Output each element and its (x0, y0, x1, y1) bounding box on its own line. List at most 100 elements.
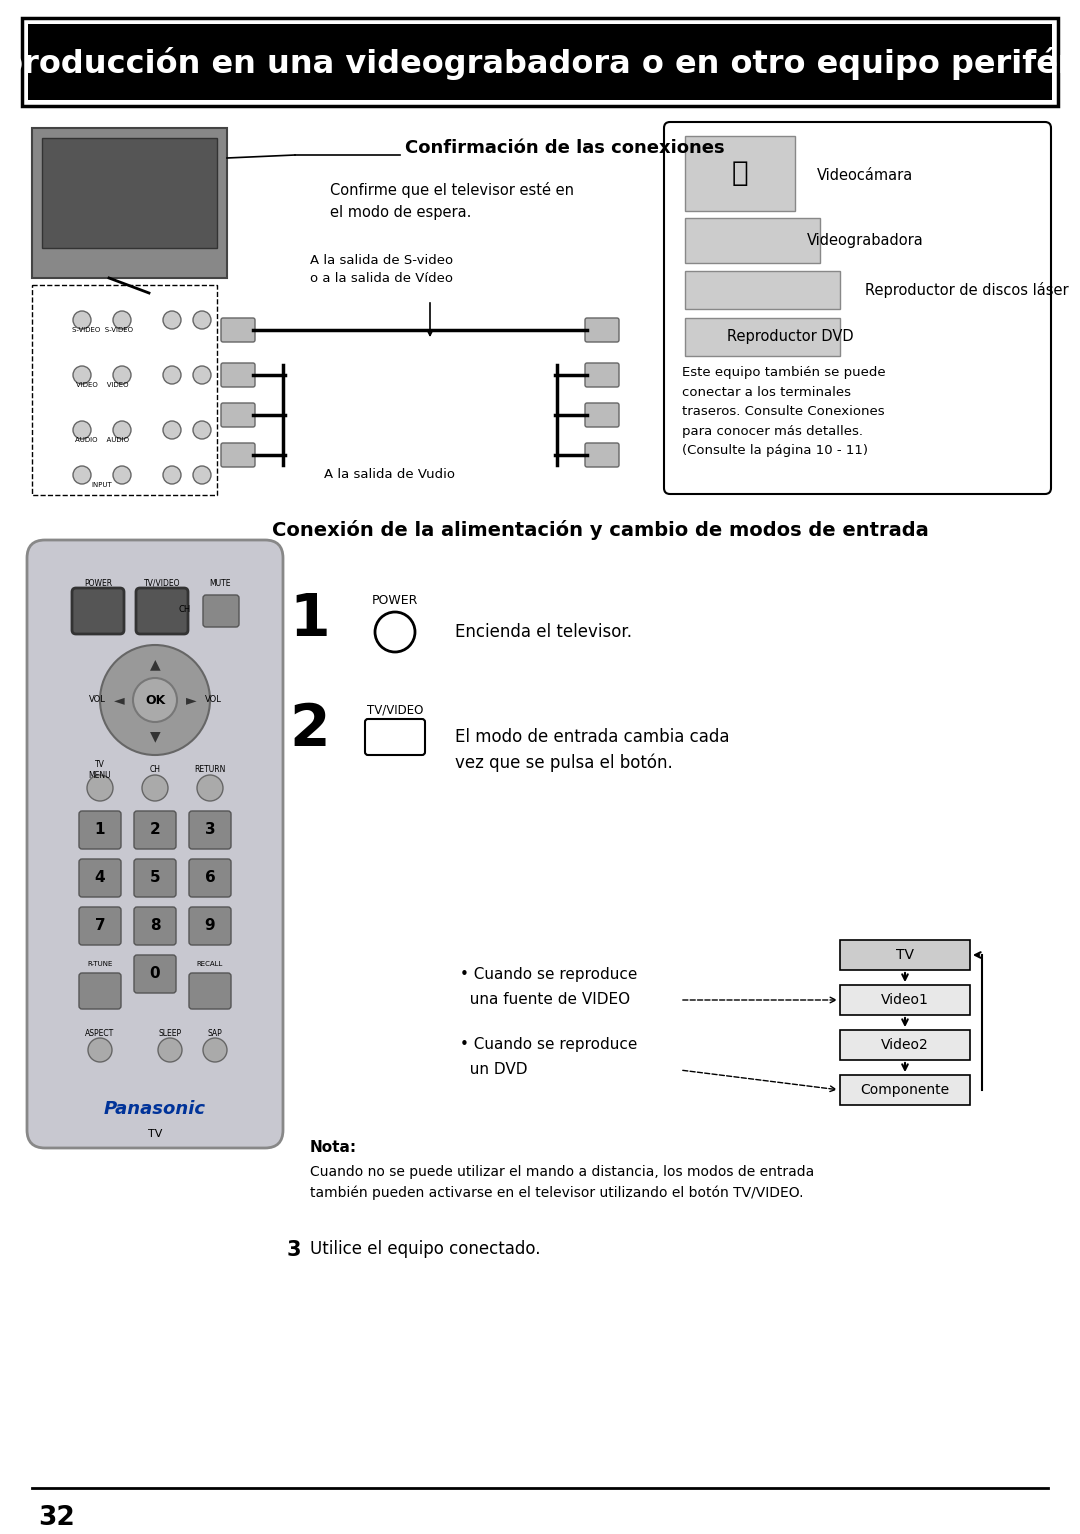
Text: Este equipo también se puede
conectar a los terminales
traseros. Consulte Conexi: Este equipo también se puede conectar a … (681, 367, 886, 457)
Text: VIDEO    VIDEO: VIDEO VIDEO (76, 382, 129, 388)
Circle shape (163, 367, 181, 384)
FancyBboxPatch shape (72, 588, 124, 634)
Circle shape (193, 367, 211, 384)
FancyBboxPatch shape (840, 1075, 970, 1104)
Text: CH: CH (179, 606, 191, 615)
Text: ◄: ◄ (113, 693, 124, 707)
FancyBboxPatch shape (840, 940, 970, 969)
Circle shape (163, 420, 181, 439)
Text: TV/VIDEO: TV/VIDEO (144, 578, 180, 588)
Text: INPUT: INPUT (92, 482, 112, 488)
FancyBboxPatch shape (79, 811, 121, 848)
Text: AUDIO    AUDIO: AUDIO AUDIO (75, 437, 129, 443)
Circle shape (113, 311, 131, 328)
Circle shape (87, 775, 113, 801)
Circle shape (73, 311, 91, 328)
Text: un DVD: un DVD (460, 1063, 527, 1077)
FancyBboxPatch shape (134, 956, 176, 992)
FancyBboxPatch shape (664, 123, 1051, 494)
FancyBboxPatch shape (585, 318, 619, 342)
FancyBboxPatch shape (840, 1029, 970, 1060)
FancyBboxPatch shape (32, 285, 217, 495)
FancyBboxPatch shape (189, 907, 231, 945)
Text: 3: 3 (205, 822, 215, 838)
FancyBboxPatch shape (585, 443, 619, 466)
Circle shape (375, 612, 415, 652)
Text: Nota:: Nota: (310, 1140, 357, 1155)
Text: Encienda el televisor.: Encienda el televisor. (455, 623, 632, 641)
FancyBboxPatch shape (134, 859, 176, 897)
Text: 2: 2 (289, 701, 330, 758)
Circle shape (113, 466, 131, 485)
Text: 1: 1 (289, 592, 330, 649)
Text: TV: TV (896, 948, 914, 962)
Text: 4: 4 (95, 870, 106, 885)
Text: ▼: ▼ (150, 729, 160, 742)
Text: Utilice el equipo conectado.: Utilice el equipo conectado. (310, 1239, 540, 1258)
Circle shape (158, 1039, 183, 1062)
Text: POWER: POWER (372, 594, 418, 606)
Text: Componente: Componente (861, 1083, 949, 1097)
Text: A la salida de Vudio: A la salida de Vudio (324, 468, 456, 482)
Text: Panasonic: Panasonic (104, 1100, 206, 1118)
Text: TV
MENU: TV MENU (89, 759, 111, 781)
Text: CH: CH (149, 765, 161, 775)
Text: también pueden activarse en el televisor utilizando el botón TV/VIDEO.: también pueden activarse en el televisor… (310, 1184, 804, 1200)
FancyBboxPatch shape (685, 218, 820, 262)
FancyBboxPatch shape (221, 403, 255, 426)
Text: R-TUNE: R-TUNE (87, 960, 112, 966)
FancyBboxPatch shape (189, 859, 231, 897)
Text: RETURN: RETURN (194, 765, 226, 775)
FancyBboxPatch shape (94, 293, 164, 301)
FancyBboxPatch shape (32, 127, 227, 278)
FancyBboxPatch shape (28, 25, 1052, 100)
Circle shape (163, 466, 181, 485)
Text: TV/VIDEO: TV/VIDEO (367, 704, 423, 716)
Text: 8: 8 (150, 919, 160, 934)
Text: Reproductor de discos láser: Reproductor de discos láser (865, 282, 1068, 298)
Text: VOL: VOL (89, 695, 106, 704)
Circle shape (73, 420, 91, 439)
Circle shape (193, 420, 211, 439)
Text: ▲: ▲ (150, 657, 160, 670)
Circle shape (73, 367, 91, 384)
FancyBboxPatch shape (585, 403, 619, 426)
Text: 3: 3 (287, 1239, 301, 1259)
Text: VOL: VOL (204, 695, 221, 704)
Text: 6: 6 (204, 870, 215, 885)
Text: • Cuando se reproduce: • Cuando se reproduce (460, 968, 637, 982)
Text: 0: 0 (150, 966, 160, 982)
Text: OK: OK (145, 693, 165, 707)
FancyBboxPatch shape (134, 907, 176, 945)
Circle shape (197, 775, 222, 801)
Text: 📷: 📷 (731, 160, 748, 187)
Circle shape (193, 311, 211, 328)
Text: 7: 7 (95, 919, 106, 934)
Text: • Cuando se reproduce: • Cuando se reproduce (460, 1037, 637, 1052)
Text: Videocámara: Videocámara (816, 169, 913, 184)
Text: El modo de entrada cambia cada
vez que se pulsa el botón.: El modo de entrada cambia cada vez que s… (455, 729, 729, 773)
Text: ►: ► (186, 693, 197, 707)
FancyBboxPatch shape (365, 719, 426, 755)
Text: POWER: POWER (84, 578, 112, 588)
Text: una fuente de VIDEO: una fuente de VIDEO (460, 992, 630, 1008)
FancyBboxPatch shape (221, 364, 255, 387)
Circle shape (113, 420, 131, 439)
Text: S-VIDEO  S-VIDEO: S-VIDEO S-VIDEO (71, 327, 133, 333)
Text: 9: 9 (205, 919, 215, 934)
FancyBboxPatch shape (79, 973, 121, 1009)
Text: SLEEP: SLEEP (159, 1029, 181, 1039)
Text: 32: 32 (38, 1505, 75, 1531)
Circle shape (113, 367, 131, 384)
Text: 2: 2 (150, 822, 160, 838)
FancyBboxPatch shape (79, 859, 121, 897)
Circle shape (141, 775, 168, 801)
FancyBboxPatch shape (221, 318, 255, 342)
Text: Conexión de la alimentación y cambio de modos de entrada: Conexión de la alimentación y cambio de … (272, 520, 929, 540)
FancyBboxPatch shape (840, 985, 970, 1016)
Text: 5: 5 (150, 870, 160, 885)
Text: Reproducción en una videograbadora o en otro equipo periférico: Reproducción en una videograbadora o en … (0, 46, 1080, 80)
Text: Confirme que el televisor esté en
el modo de espera.: Confirme que el televisor esté en el mod… (330, 183, 573, 221)
FancyBboxPatch shape (27, 540, 283, 1147)
FancyBboxPatch shape (79, 907, 121, 945)
